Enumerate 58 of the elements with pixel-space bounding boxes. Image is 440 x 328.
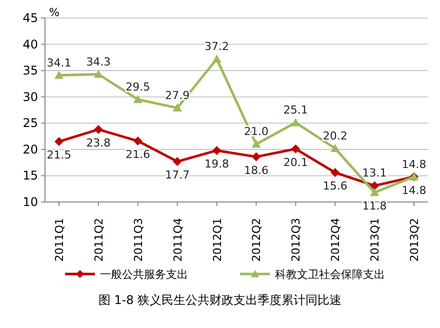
- point: [54, 70, 64, 79]
- point: [133, 136, 142, 146]
- point: [252, 152, 261, 162]
- x-tick-label: 2011Q4: [171, 218, 184, 262]
- y-tick-label: 15: [22, 168, 38, 183]
- point: [172, 157, 182, 166]
- data-label: 37.2: [204, 40, 230, 54]
- point: [370, 188, 380, 196]
- data-label: 34.3: [86, 55, 111, 68]
- data-label: 29.5: [126, 80, 150, 94]
- text: 图 1-8 狭义民生公共财政支出季度累计同比速: [98, 293, 342, 307]
- data-label: 14.8: [402, 158, 426, 171]
- x-tick-label: 2012Q2: [250, 218, 264, 262]
- point: [330, 168, 340, 178]
- point: [133, 94, 142, 104]
- point: [54, 137, 64, 146]
- y-tick-label: 45: [22, 11, 38, 25]
- point: [252, 140, 261, 148]
- data-label: 17.7: [165, 168, 190, 182]
- data-label: 18.6: [244, 164, 268, 177]
- data-label: 21.5: [46, 148, 72, 162]
- data-label: 25.1: [283, 104, 308, 117]
- data-label: 34.1: [46, 56, 72, 70]
- x-tick-label: 2012Q4: [329, 218, 342, 262]
- x-tick-label: 2011Q2: [92, 218, 106, 262]
- point: [172, 103, 182, 112]
- data-label: 13.1: [362, 166, 387, 180]
- y-tick-label: 35: [22, 64, 38, 78]
- data-label: 14.8: [402, 184, 426, 197]
- point: [212, 54, 222, 63]
- data-label: 20.2: [322, 129, 348, 142]
- x-tick-label: 2013Q2: [408, 218, 421, 262]
- x-tick-label: 2011Q1: [53, 218, 66, 262]
- data-label: 20.1: [283, 156, 308, 169]
- data-label: 23.8: [86, 136, 111, 150]
- point: [291, 144, 300, 154]
- y-axis-title: %: [49, 6, 60, 19]
- legend-label: 科教文卫社会保障支出: [275, 268, 385, 281]
- data-label: 21.6: [126, 148, 150, 162]
- legend-label: 一般公共服务支出: [100, 268, 188, 281]
- y-tick-label: 30: [22, 90, 38, 104]
- x-tick-label: 2013Q1: [368, 218, 382, 262]
- y-tick-label: 10: [22, 195, 38, 209]
- x-tick-label: 2012Q1: [210, 218, 224, 262]
- point: [94, 70, 103, 78]
- y-tick-label: 20: [22, 142, 38, 156]
- point: [370, 181, 380, 190]
- point: [94, 124, 103, 134]
- y-tick-label: 25: [22, 116, 38, 130]
- x-tick-label: 2012Q3: [290, 218, 303, 262]
- data-label: 15.6: [322, 180, 348, 193]
- point: [330, 144, 340, 152]
- data-label: 11.8: [362, 200, 387, 213]
- y-tick-label: 40: [22, 37, 38, 52]
- data-label: 19.8: [204, 157, 230, 170]
- point: [212, 146, 222, 155]
- x-tick-label: 2011Q3: [132, 218, 145, 262]
- point: [291, 118, 300, 126]
